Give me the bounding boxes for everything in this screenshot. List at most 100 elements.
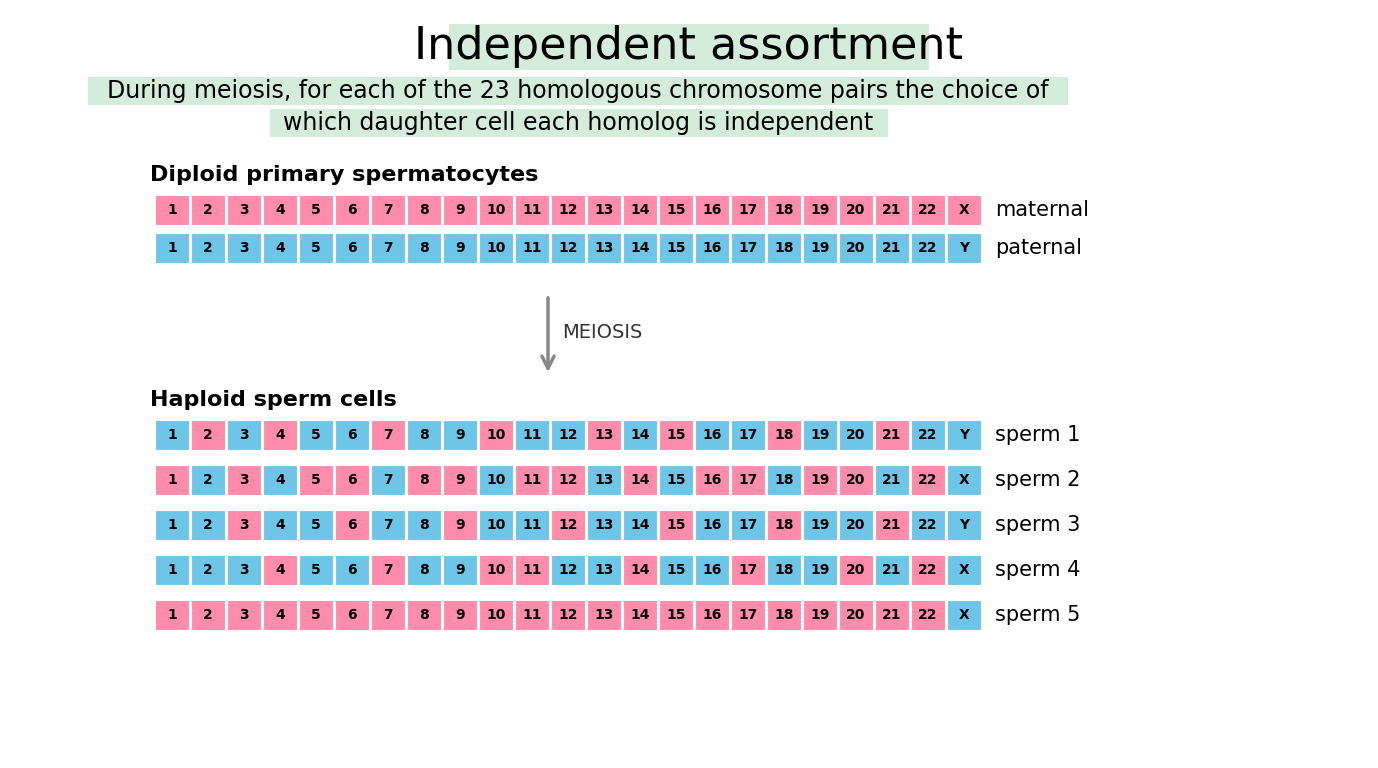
FancyBboxPatch shape: [587, 233, 621, 263]
FancyBboxPatch shape: [803, 420, 836, 450]
Text: 1: 1: [167, 428, 176, 442]
FancyBboxPatch shape: [299, 233, 333, 263]
FancyBboxPatch shape: [515, 510, 548, 540]
FancyBboxPatch shape: [768, 600, 801, 630]
Text: 13: 13: [594, 241, 613, 255]
FancyBboxPatch shape: [407, 195, 441, 225]
Text: 1: 1: [167, 518, 176, 532]
FancyBboxPatch shape: [947, 465, 981, 495]
FancyBboxPatch shape: [299, 420, 333, 450]
FancyBboxPatch shape: [768, 555, 801, 585]
Text: sperm 4: sperm 4: [995, 560, 1080, 580]
FancyBboxPatch shape: [803, 600, 836, 630]
FancyBboxPatch shape: [515, 420, 548, 450]
Text: 13: 13: [594, 428, 613, 442]
Text: 8: 8: [419, 241, 429, 255]
Text: 12: 12: [558, 241, 577, 255]
FancyBboxPatch shape: [335, 420, 369, 450]
FancyBboxPatch shape: [695, 555, 729, 585]
FancyBboxPatch shape: [839, 420, 874, 450]
FancyBboxPatch shape: [587, 465, 621, 495]
FancyBboxPatch shape: [192, 600, 225, 630]
Text: 6: 6: [347, 241, 357, 255]
FancyBboxPatch shape: [768, 510, 801, 540]
Text: 20: 20: [846, 203, 865, 217]
Text: 6: 6: [347, 563, 357, 577]
FancyBboxPatch shape: [551, 600, 586, 630]
FancyBboxPatch shape: [154, 195, 189, 225]
Text: 5: 5: [311, 203, 321, 217]
FancyBboxPatch shape: [659, 600, 693, 630]
Text: 10: 10: [486, 203, 506, 217]
FancyBboxPatch shape: [154, 600, 189, 630]
Text: 12: 12: [558, 203, 577, 217]
FancyBboxPatch shape: [270, 109, 887, 137]
FancyBboxPatch shape: [587, 600, 621, 630]
Text: 1: 1: [167, 473, 176, 487]
FancyBboxPatch shape: [587, 555, 621, 585]
FancyBboxPatch shape: [730, 420, 765, 450]
FancyBboxPatch shape: [803, 555, 836, 585]
Text: 1: 1: [167, 563, 176, 577]
FancyBboxPatch shape: [263, 600, 298, 630]
Text: 5: 5: [311, 563, 321, 577]
FancyBboxPatch shape: [192, 233, 225, 263]
Text: 21: 21: [882, 428, 901, 442]
FancyBboxPatch shape: [480, 600, 513, 630]
Text: 21: 21: [882, 518, 901, 532]
Text: X: X: [959, 203, 969, 217]
FancyBboxPatch shape: [449, 24, 929, 70]
Text: 2: 2: [203, 241, 212, 255]
Text: sperm 1: sperm 1: [995, 425, 1080, 445]
Text: 11: 11: [522, 518, 542, 532]
FancyBboxPatch shape: [442, 195, 477, 225]
Text: 18: 18: [774, 518, 794, 532]
FancyBboxPatch shape: [695, 600, 729, 630]
Text: 19: 19: [810, 563, 830, 577]
Text: 11: 11: [522, 203, 542, 217]
FancyBboxPatch shape: [335, 465, 369, 495]
Text: 22: 22: [918, 608, 938, 622]
FancyBboxPatch shape: [875, 510, 909, 540]
FancyBboxPatch shape: [515, 600, 548, 630]
Text: 13: 13: [594, 473, 613, 487]
FancyBboxPatch shape: [407, 555, 441, 585]
Text: 15: 15: [666, 203, 686, 217]
FancyBboxPatch shape: [480, 510, 513, 540]
Text: 17: 17: [739, 563, 758, 577]
Text: 3: 3: [240, 518, 249, 532]
FancyBboxPatch shape: [227, 510, 260, 540]
FancyBboxPatch shape: [154, 420, 189, 450]
FancyBboxPatch shape: [551, 233, 586, 263]
Text: 2: 2: [203, 203, 212, 217]
FancyBboxPatch shape: [335, 600, 369, 630]
Text: 18: 18: [774, 241, 794, 255]
Text: Y: Y: [959, 518, 969, 532]
FancyBboxPatch shape: [947, 233, 981, 263]
Text: 22: 22: [918, 241, 938, 255]
FancyBboxPatch shape: [154, 555, 189, 585]
FancyBboxPatch shape: [154, 465, 189, 495]
FancyBboxPatch shape: [911, 465, 945, 495]
FancyBboxPatch shape: [839, 233, 874, 263]
Text: 19: 19: [810, 473, 830, 487]
Text: 19: 19: [810, 428, 830, 442]
FancyBboxPatch shape: [371, 233, 405, 263]
FancyBboxPatch shape: [911, 420, 945, 450]
FancyBboxPatch shape: [263, 233, 298, 263]
Text: 7: 7: [383, 608, 393, 622]
FancyBboxPatch shape: [480, 195, 513, 225]
Text: 18: 18: [774, 608, 794, 622]
FancyBboxPatch shape: [515, 195, 548, 225]
Text: 12: 12: [558, 428, 577, 442]
FancyBboxPatch shape: [299, 600, 333, 630]
Text: 22: 22: [918, 473, 938, 487]
Text: 14: 14: [630, 518, 650, 532]
Text: 2: 2: [203, 608, 212, 622]
Text: 7: 7: [383, 428, 393, 442]
Text: 17: 17: [739, 473, 758, 487]
FancyBboxPatch shape: [335, 555, 369, 585]
Text: 2: 2: [203, 563, 212, 577]
Text: 7: 7: [383, 563, 393, 577]
FancyBboxPatch shape: [299, 510, 333, 540]
